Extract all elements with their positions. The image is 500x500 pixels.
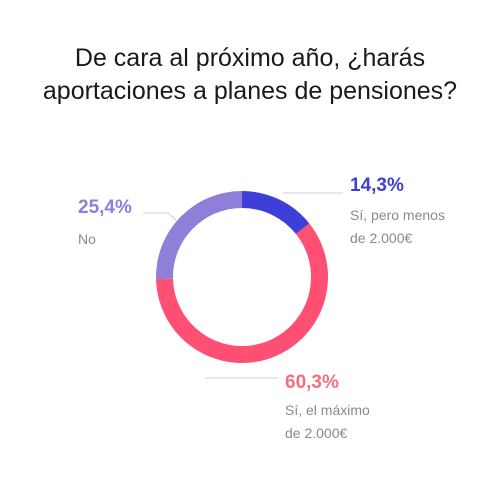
leader-line-no — [143, 212, 177, 221]
leader-lines — [143, 192, 343, 379]
slice-si-maximo — [156, 223, 329, 363]
slice-label-si-maximo-line-1: Sí, el máximo — [285, 402, 370, 418]
slice-label-si-menos-line-1: Sí, pero menos — [350, 207, 445, 223]
slice-no — [156, 191, 242, 280]
donut-slices — [156, 191, 329, 363]
slice-label-si-menos-line-2: de 2.000€ — [350, 230, 412, 246]
slice-label-si-maximo-line-2: de 2.000€ — [285, 425, 347, 441]
chart-title-line-1: De cara al próximo año, ¿harás — [74, 44, 426, 72]
slice-value-si-menos: 14,3% — [350, 175, 404, 196]
chart-title-line-2: aportaciones a planes de pensiones? — [42, 77, 458, 105]
chart-title: De cara al próximo año, ¿harás aportacio… — [20, 42, 480, 108]
slice-value-si-maximo: 60,3% — [285, 372, 339, 393]
slice-si-menos — [242, 191, 310, 235]
slice-value-no: 25,4% — [78, 197, 132, 218]
slice-label-no: No — [78, 231, 96, 247]
